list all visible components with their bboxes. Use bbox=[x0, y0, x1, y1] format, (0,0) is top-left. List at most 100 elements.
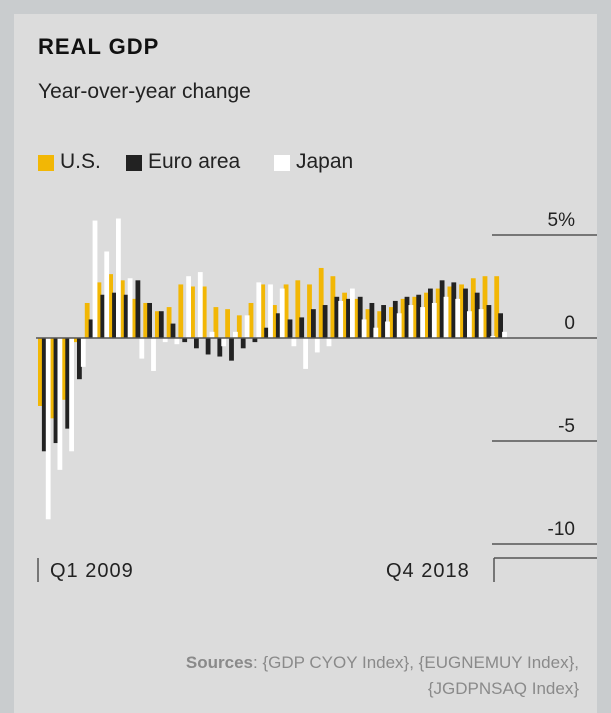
bar-euro-27 bbox=[357, 296, 363, 338]
y-tick-label-3: -10 bbox=[548, 519, 575, 540]
bar-euro-34 bbox=[439, 280, 445, 338]
bar-euro-1 bbox=[53, 338, 59, 444]
bar-japan-29 bbox=[385, 321, 390, 338]
bar-euro-11 bbox=[170, 323, 176, 338]
bar-euro-30 bbox=[392, 300, 398, 338]
bar-us-18 bbox=[248, 302, 254, 338]
bar-japan-32 bbox=[420, 307, 425, 338]
bar-euro-8 bbox=[135, 280, 141, 338]
bar-euro-19 bbox=[264, 327, 269, 338]
bar-japan-12 bbox=[186, 276, 191, 338]
bar-japan-15 bbox=[221, 338, 227, 347]
bar-us-32 bbox=[412, 296, 418, 338]
bar-japan-31 bbox=[408, 305, 414, 338]
bar-japan-38 bbox=[490, 335, 496, 338]
bar-euro-31 bbox=[404, 296, 410, 338]
bar-euro-39 bbox=[498, 313, 503, 338]
bar-euro-36 bbox=[463, 288, 468, 338]
bar-us-3 bbox=[73, 338, 78, 343]
sources-note: Sources: {GDP CYOY Index}, {EUGNEMUY Ind… bbox=[186, 650, 579, 702]
legend-swatch-us bbox=[38, 155, 54, 171]
bar-us-19 bbox=[260, 284, 266, 338]
bar-japan-36 bbox=[467, 311, 472, 338]
bar-japan-19 bbox=[268, 284, 273, 338]
bar-us-24 bbox=[318, 267, 324, 338]
bar-japan-21 bbox=[291, 338, 297, 347]
x-tick-end: Q4 2018 bbox=[386, 560, 470, 582]
bar-euro-18 bbox=[252, 338, 258, 343]
legend-label-euro: Euro area bbox=[148, 150, 241, 173]
chart-title: REAL GDP bbox=[38, 34, 160, 59]
bar-japan-3 bbox=[80, 338, 86, 367]
bar-us-33 bbox=[424, 292, 429, 338]
bar-us-2 bbox=[61, 338, 67, 400]
bar-us-1 bbox=[49, 338, 55, 419]
bar-euro-21 bbox=[287, 319, 293, 338]
legend-swatch-euro bbox=[126, 155, 142, 171]
bar-us-17 bbox=[236, 315, 242, 338]
bar-us-25 bbox=[330, 276, 336, 338]
bar-euro-23 bbox=[311, 309, 316, 338]
bar-us-29 bbox=[377, 311, 383, 338]
bar-euro-35 bbox=[451, 282, 457, 338]
bar-japan-28 bbox=[373, 327, 379, 338]
bar-japan-10 bbox=[162, 338, 168, 343]
bar-us-20 bbox=[272, 305, 277, 338]
bar-us-4 bbox=[84, 302, 90, 338]
bar-euro-37 bbox=[474, 292, 480, 338]
bar-euro-26 bbox=[346, 298, 351, 338]
x-tick-start: Q1 2009 bbox=[50, 560, 134, 582]
bar-japan-6 bbox=[116, 218, 121, 338]
bar-euro-5 bbox=[100, 294, 106, 338]
chart-subtitle: Year-over-year change bbox=[38, 80, 251, 103]
bar-euro-16 bbox=[229, 338, 234, 361]
bar-chart: 5% 0 -5 -10 bbox=[36, 210, 597, 582]
bar-japan-13 bbox=[197, 272, 203, 338]
bar-japan-16 bbox=[233, 331, 238, 338]
bar-us-16 bbox=[225, 309, 230, 338]
bar-euro-6 bbox=[112, 292, 117, 338]
bar-japan-7 bbox=[127, 278, 133, 338]
bar-us-22 bbox=[295, 280, 301, 338]
y-tick-label-1: 0 bbox=[564, 313, 575, 334]
chart-panel: REAL GDP Year-over-year change U.S. Euro… bbox=[14, 14, 597, 713]
bar-us-35 bbox=[447, 286, 453, 338]
bar-us-8 bbox=[131, 298, 137, 338]
bar-euro-2 bbox=[65, 338, 71, 429]
bar-japan-22 bbox=[303, 338, 308, 369]
bar-us-14 bbox=[201, 286, 207, 338]
bar-euro-9 bbox=[147, 302, 152, 338]
bar-euro-38 bbox=[486, 305, 492, 338]
bar-japan-33 bbox=[431, 302, 437, 338]
bar-japan-37 bbox=[478, 309, 484, 338]
bar-euro-24 bbox=[322, 305, 328, 338]
bar-japan-9 bbox=[151, 338, 156, 371]
bar-japan-1 bbox=[57, 338, 63, 470]
bar-us-15 bbox=[213, 307, 219, 338]
bar-us-36 bbox=[459, 284, 464, 338]
sources-line-2: {JGDPNSAQ Index} bbox=[427, 679, 579, 698]
y-tick-label-2: -5 bbox=[558, 416, 575, 437]
bar-japan-34 bbox=[443, 296, 449, 338]
bar-us-0 bbox=[38, 338, 43, 406]
bar-euro-4 bbox=[88, 319, 94, 338]
bar-euro-25 bbox=[334, 296, 340, 338]
bar-japan-26 bbox=[350, 288, 355, 338]
bar-us-30 bbox=[389, 307, 394, 338]
bar-japan-11 bbox=[174, 338, 180, 345]
bar-us-38 bbox=[482, 276, 488, 338]
bar-euro-33 bbox=[428, 288, 433, 338]
bar-japan-8 bbox=[139, 338, 145, 359]
bar-japan-30 bbox=[396, 313, 402, 338]
y-tick-label-0: 5% bbox=[548, 210, 576, 231]
bar-japan-17 bbox=[244, 315, 250, 338]
bar-us-27 bbox=[353, 298, 359, 338]
bar-japan-2 bbox=[69, 338, 74, 452]
bar-euro-17 bbox=[240, 338, 246, 349]
bar-euro-20 bbox=[275, 313, 281, 338]
bar-euro-13 bbox=[194, 338, 199, 349]
legend-swatch-japan bbox=[274, 155, 290, 171]
bar-euro-15 bbox=[217, 338, 223, 357]
bar-euro-32 bbox=[416, 294, 422, 338]
bar-us-28 bbox=[365, 309, 371, 338]
